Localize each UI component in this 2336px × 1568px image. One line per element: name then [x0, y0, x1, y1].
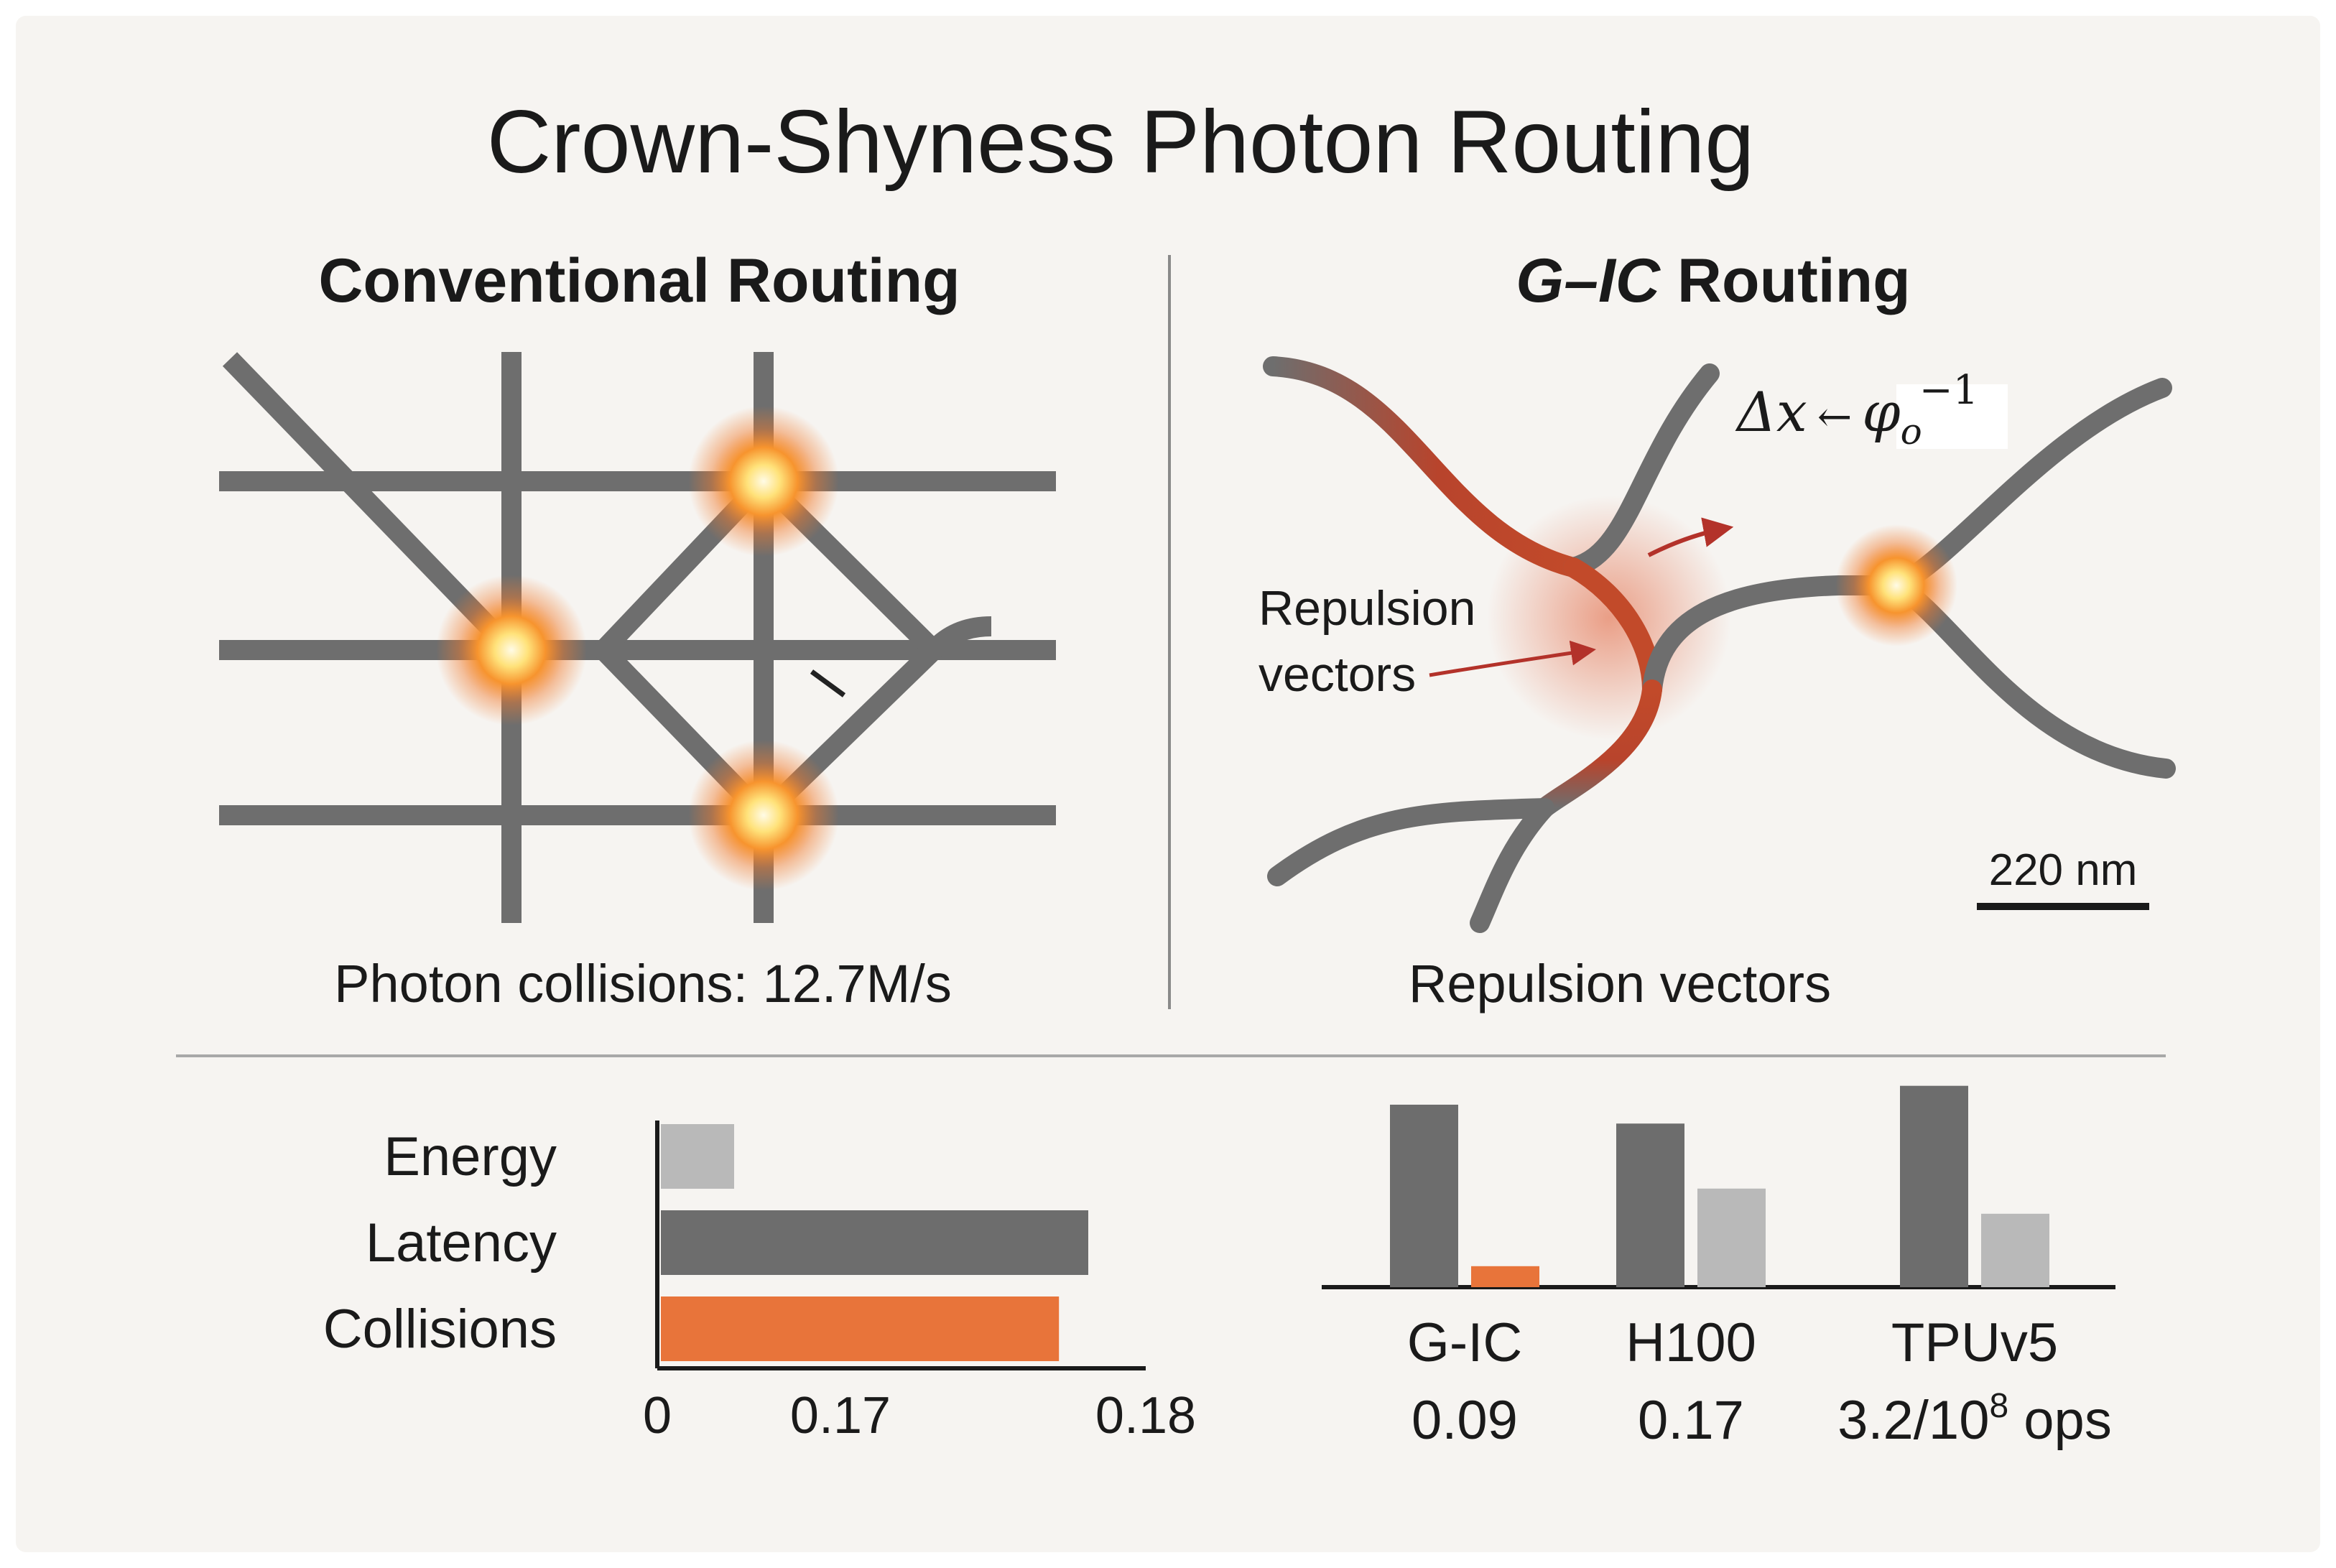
waveguide-branch-bottom-left — [1267, 798, 1554, 886]
waveguide-branch-upper-mid — [1563, 363, 1720, 577]
right-panel-heading: G–IC Routing — [1516, 246, 1910, 315]
right-panel-caption: Repulsion vectors — [1409, 954, 1831, 1013]
hbar-energy — [661, 1124, 734, 1189]
waveguide-branch-right — [1642, 575, 1906, 700]
vbar-category-label: G-IC — [1407, 1312, 1522, 1373]
hbar-category-label: Latency — [366, 1212, 557, 1274]
hbar-tick-label: 0 — [643, 1387, 672, 1444]
repulsion-annotation-line1: Repulsion — [1259, 581, 1475, 636]
vbar-primary-g-ic — [1390, 1104, 1458, 1287]
left-panel-heading: Conventional Routing — [318, 246, 960, 315]
waveguide-tick-mark — [810, 669, 846, 697]
repulsion-annotation-line2: vectors — [1259, 647, 1416, 702]
collision-glow — [1835, 524, 1957, 646]
waveguide-branch-down — [1534, 679, 1662, 818]
vbar-secondary-h100 — [1697, 1188, 1766, 1287]
vbar-secondary-g-ic — [1471, 1266, 1539, 1287]
equation: Δx ← φo−1 — [1735, 367, 1978, 453]
hbar-latency — [661, 1210, 1088, 1275]
waveguide-branch-upper-left — [1263, 356, 1583, 577]
gic-waveguide-network — [1263, 356, 2176, 933]
conventional-waveguide-network — [219, 352, 1056, 923]
hbar-category-label: Collisions — [323, 1299, 557, 1360]
hbar-tick-label: 0.17 — [790, 1387, 891, 1444]
hbar-tick-label: 0.18 — [1095, 1387, 1196, 1444]
collision-glow — [688, 406, 839, 557]
equation-highlight — [1896, 384, 2008, 449]
vbar-primary-h100 — [1616, 1123, 1684, 1287]
waveguide-branch — [926, 616, 992, 657]
hbar-category-label: Energy — [384, 1126, 557, 1187]
repulsion-arrow-upper — [1647, 517, 1734, 557]
collision-glow — [436, 575, 587, 725]
vbar-category-label: TPUv5 — [1891, 1312, 2058, 1373]
hardware-comparison-chart: G-IC 0.09 H100 0.17 TPUv5 3.2/108 ops — [1322, 1085, 2115, 1451]
vbar-primary-tpuv5 — [1900, 1085, 1968, 1287]
vbar-value-label: 3.2/108 ops — [1837, 1387, 2112, 1451]
hbar-collisions — [661, 1296, 1060, 1361]
scale-bar-label: 220 nm — [1989, 845, 2138, 895]
left-panel-caption: Photon collisions: 12.7M/s — [334, 954, 952, 1013]
collision-glow — [688, 740, 839, 891]
vbar-category-label: H100 — [1626, 1312, 1756, 1373]
vbar-value-label: 0.17 — [1638, 1390, 1744, 1451]
metrics-bar-chart: Energy Latency Collisions 0 0.17 0.18 — [323, 1121, 1196, 1444]
figure-title: Crown-Shyness Photon Routing — [487, 93, 1755, 192]
vbar-value-label: 0.09 — [1412, 1390, 1518, 1451]
repulsion-arrow-annotation — [1429, 640, 1596, 677]
waveguide-branch-bottom-mid — [1470, 798, 1554, 933]
vbar-secondary-tpuv5 — [1981, 1213, 2049, 1287]
